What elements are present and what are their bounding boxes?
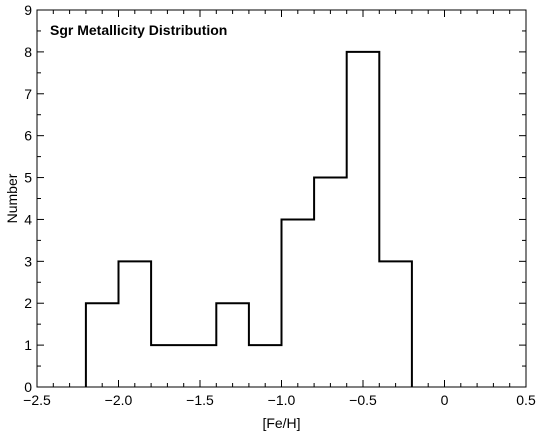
histogram-bar bbox=[249, 345, 282, 387]
y-axis-ticks: 0 1 2 3 4 5 6 7 8 9 bbox=[24, 2, 526, 395]
y-tick-label: 4 bbox=[24, 211, 32, 227]
histogram-bar bbox=[86, 303, 119, 387]
histogram-bar bbox=[314, 178, 347, 387]
histogram-bar bbox=[119, 261, 152, 387]
y-tick-label: 0 bbox=[24, 379, 32, 395]
chart-title: Sgr Metallicity Distribution bbox=[50, 22, 227, 38]
y-tick-label: 9 bbox=[24, 2, 32, 18]
x-tick-label: −1.5 bbox=[186, 392, 214, 408]
histogram-outline bbox=[84, 50, 413, 387]
histogram-bar bbox=[151, 345, 184, 387]
histogram-bar bbox=[216, 303, 249, 387]
y-tick-label: 3 bbox=[24, 253, 32, 269]
x-axis-label: [Fe/H] bbox=[262, 415, 300, 431]
y-tick-label: 8 bbox=[24, 44, 32, 60]
y-axis-label: Number bbox=[4, 173, 20, 223]
x-tick-label: −2.5 bbox=[23, 392, 51, 408]
x-tick-label: −2.0 bbox=[105, 392, 133, 408]
x-tick-label: −1.0 bbox=[268, 392, 296, 408]
histogram-bar bbox=[347, 52, 380, 387]
y-tick-label: 7 bbox=[24, 86, 32, 102]
y-tick-label: 1 bbox=[24, 337, 32, 353]
histogram-bar bbox=[184, 345, 217, 387]
y-tick-label: 6 bbox=[24, 128, 32, 144]
x-tick-label: −0.5 bbox=[349, 392, 377, 408]
x-tick-label: 0 bbox=[441, 392, 449, 408]
x-tick-label: 0.5 bbox=[516, 392, 536, 408]
histogram-bins bbox=[86, 52, 412, 387]
y-tick-label: 5 bbox=[24, 170, 32, 186]
histogram-bar bbox=[282, 219, 315, 387]
y-tick-label: 2 bbox=[24, 295, 32, 311]
histogram-bar bbox=[379, 261, 412, 387]
x-axis-ticks: −2.5 −2.0 −1.5 −1.0 −0.5 0 0.5 bbox=[23, 10, 536, 408]
